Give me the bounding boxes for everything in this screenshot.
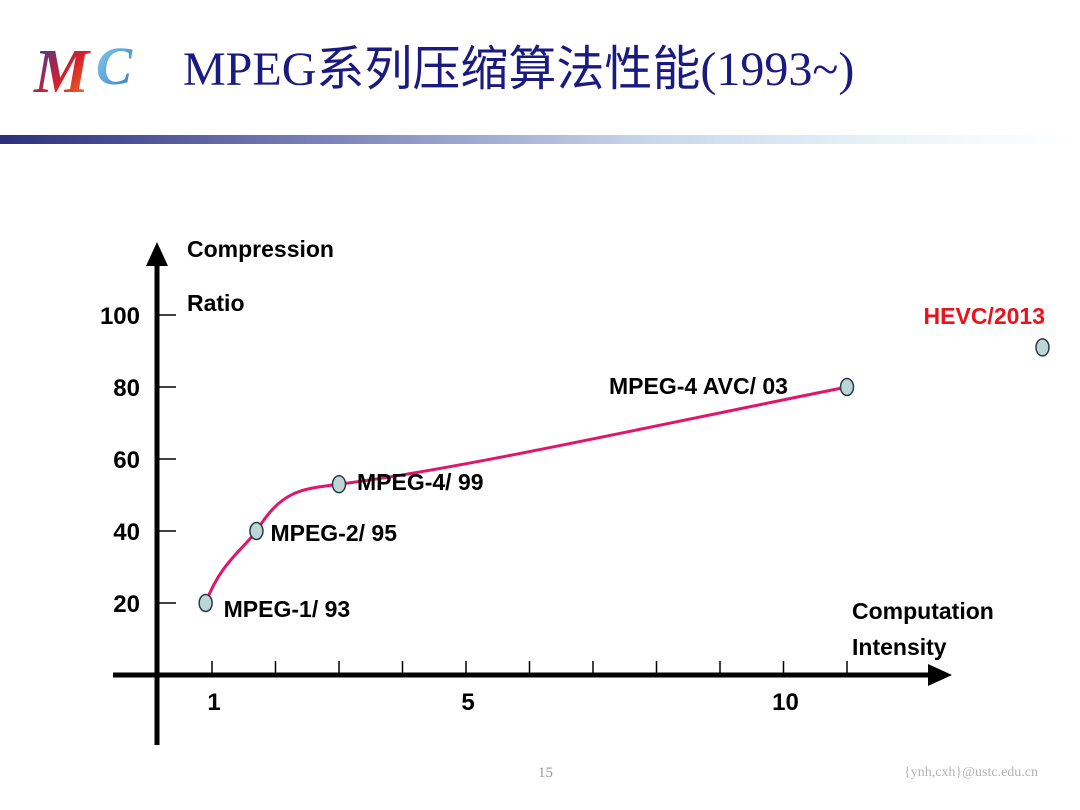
ticks [159,314,848,673]
y-axis-arrow [146,242,168,266]
data-label: MPEG-4/ 99 [357,469,484,495]
data-point [249,521,264,541]
axes [113,242,952,745]
points [198,338,1050,613]
x-axis-title: Intensity [852,634,947,660]
footer-email: {ynh,cxh}@ustc.edu.cn [903,765,1038,780]
x-tick-label: 1 [207,689,220,716]
data-point [839,377,855,397]
x-tick-label: 5 [461,689,474,716]
x-tick-label: 10 [772,689,799,716]
data-point [198,593,213,613]
title-divider [0,135,1080,144]
data-label: MPEG-1/ 93 [224,596,351,622]
highlight-point [1035,338,1050,357]
page-number: 15 [538,765,553,781]
highlight-label: HEVC/2013 [924,303,1045,329]
data-label: MPEG-2/ 95 [270,520,397,546]
y-axis-title: Compression [187,236,334,262]
x-axis-title: Computation [852,598,994,624]
data-label: MPEG-4 AVC/ 03 [609,373,788,399]
page-title: MPEG系列压缩算法性能(1993~) [183,43,855,96]
logo-c: C [96,36,133,96]
y-tick-label: 100 [100,303,140,330]
mc-logo: M C [33,36,133,106]
labels: 20 40 60 80 100 1 5 10 Compression Ratio Computati… [100,236,1045,716]
series-line [204,385,848,604]
y-tick-label: 40 [113,519,140,546]
x-axis-arrow [928,664,952,686]
curve [204,385,848,604]
y-tick-label: 20 [113,591,140,618]
data-point [331,474,347,494]
y-tick-label: 60 [113,447,140,474]
y-axis-title: Ratio [187,290,245,316]
logo-m: M [33,38,91,106]
y-tick-label: 80 [113,375,140,402]
